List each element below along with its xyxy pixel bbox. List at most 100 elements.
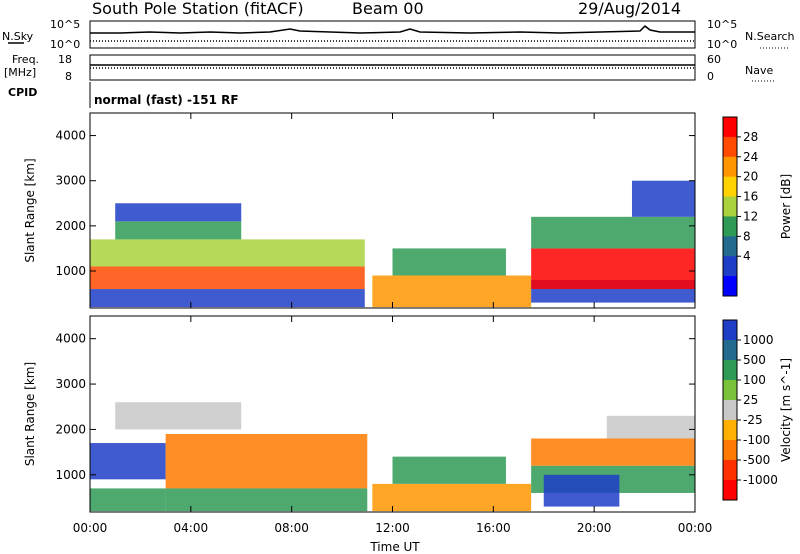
- power-region-3: [115, 221, 242, 240]
- noise-panel: N.Sky 10^5 10^0 10^5 10^0 N.Search: [2, 18, 795, 51]
- power-region-9: [531, 216, 695, 249]
- velocity-data: [90, 402, 695, 512]
- velocity-colorbar-seg-1: [723, 340, 737, 361]
- freq-label: Freq.: [12, 53, 39, 66]
- power-region-0: [90, 289, 365, 308]
- x-axis-label: Time UT: [369, 540, 420, 554]
- power-region-4: [115, 203, 242, 222]
- nave-bottom-tick: 0: [707, 70, 714, 83]
- velocity-colorbar-label-2: 100: [743, 373, 766, 387]
- velocity-colorbar-seg-5: [723, 420, 737, 441]
- power-colorbar-label-6: 4: [743, 249, 751, 263]
- velocity-colorbar-seg-6: [723, 440, 737, 461]
- beam-title: Beam 00: [352, 0, 424, 18]
- power-ytick-label-2000: 2000: [55, 219, 86, 233]
- cpid-label: CPID: [8, 86, 37, 99]
- power-colorbar-seg-8: [723, 276, 737, 297]
- freq-top-tick: 18: [58, 53, 72, 66]
- velocity-region-1: [90, 443, 166, 480]
- power-colorbar-label-3: 16: [743, 190, 758, 204]
- velocity-colorbar-frame: [722, 319, 738, 501]
- velocity-ytick-label-2000: 2000: [55, 422, 86, 436]
- power-ytick-label-3000: 3000: [55, 174, 86, 188]
- power-data: [90, 180, 695, 308]
- velocity-colorbar-label-0: 1000: [743, 333, 774, 347]
- freq-panel: Freq. [MHz] 18 8 60 0 Nave: [4, 53, 775, 83]
- velocity-colorbar-seg-3: [723, 380, 737, 401]
- velocity-ytick-label-3000: 3000: [55, 377, 86, 391]
- velocity-ytick-label-1000: 1000: [55, 468, 86, 482]
- power-region-10: [631, 180, 695, 217]
- power-colorbar-seg-3: [723, 176, 737, 198]
- log-top-right: 10^5: [707, 18, 737, 31]
- freq-bottom-tick: 8: [65, 70, 72, 83]
- velocity-region-8: [543, 474, 620, 507]
- velocity-panel: 1000 2000 3000 4000 Slant Range [km] 1000 500 1…: [23, 315, 793, 513]
- velocity-colorbar-label-5: -100: [743, 433, 770, 447]
- power-colorbar-label-0: 28: [743, 130, 758, 144]
- velocity-colorbar-seg-7: [723, 460, 737, 481]
- x-tick-label-3: 12:00: [375, 521, 410, 535]
- power-colorbar-seg-5: [723, 216, 737, 237]
- power-region-1: [90, 266, 365, 290]
- nsearch-label: N.Search: [745, 30, 795, 43]
- velocity-colorbar-label-4: -25: [743, 413, 763, 427]
- power-colorbar-seg-1: [723, 136, 737, 158]
- power-ylabel: Slant Range [km]: [23, 158, 37, 262]
- x-tick-label-0: 00:00: [73, 521, 108, 535]
- power-colorbar-label-2: 20: [743, 170, 758, 184]
- velocity-region-5: [372, 483, 532, 512]
- velocity-colorbar-label-6: -500: [743, 453, 770, 467]
- power-colorbar-seg-2: [723, 156, 737, 178]
- velocity-region-4: [165, 488, 368, 512]
- velocity-colorbar-label-7: -1000: [743, 473, 778, 487]
- velocity-ytick-label-4000: 4000: [55, 332, 86, 346]
- velocity-region-9: [531, 438, 695, 466]
- log-bottom-left: 10^0: [50, 38, 80, 51]
- velocity-colorbar-seg-2: [723, 360, 737, 381]
- nsky-label: N.Sky: [2, 30, 34, 43]
- power-region-6: [392, 248, 506, 276]
- x-tick-label-1: 04:00: [174, 521, 209, 535]
- power-colorbar-seg-0: [723, 117, 737, 138]
- velocity-ylabel: Slant Range [km]: [23, 362, 37, 466]
- power-colorbar-title: Power [dB]: [779, 174, 793, 239]
- velocity-colorbar-seg-0: [723, 320, 737, 341]
- log-bottom-right: 10^0: [707, 38, 737, 51]
- velocity-region-0: [90, 488, 166, 512]
- nave-label: Nave: [745, 64, 773, 77]
- velocity-colorbar-label-3: 25: [743, 393, 758, 407]
- velocity-region-3: [165, 433, 368, 489]
- date-title: 29/Aug/2014: [578, 0, 681, 18]
- power-region-5: [372, 275, 532, 308]
- velocity-colorbar-seg-8: [723, 480, 737, 501]
- velocity-colorbar-seg-4: [723, 400, 737, 421]
- power-colorbar-label-5: 8: [743, 229, 751, 243]
- cpid-text: normal (fast) -151 RF: [94, 93, 239, 107]
- freq-unit-label: [MHz]: [4, 66, 36, 79]
- velocity-colorbar-label-1: 500: [743, 353, 766, 367]
- power-colorbar-label-4: 12: [743, 209, 758, 223]
- power-colorbar-seg-6: [723, 236, 737, 257]
- cpid-row: CPID normal (fast) -151 RF: [8, 82, 239, 108]
- x-tick-label-5: 20:00: [577, 521, 612, 535]
- power-colorbar-frame: [722, 116, 738, 297]
- nave-top-tick: 60: [707, 53, 721, 66]
- velocity-region-2: [115, 402, 242, 430]
- power-colorbar-seg-4: [723, 196, 737, 217]
- power-ytick-label-4000: 4000: [55, 129, 86, 143]
- log-top-left: 10^5: [50, 18, 80, 31]
- velocity-colorbar-title: Velocity [m s^-1]: [779, 358, 793, 462]
- power-region-8: [531, 248, 695, 290]
- x-tick-label-2: 08:00: [274, 521, 309, 535]
- x-tick-label-4: 16:00: [476, 521, 511, 535]
- nsky-trace: [90, 24, 695, 34]
- x-tick-label-6: 00:00: [678, 521, 713, 535]
- power-panel: 1000 2000 3000 4000 Slant Range [km] 28 24 20 16…: [23, 112, 793, 309]
- power-colorbar-label-1: 24: [743, 150, 758, 164]
- velocity-region-6: [392, 456, 506, 484]
- station-title: South Pole Station (fitACF): [92, 0, 304, 18]
- velocity-region-10: [606, 415, 695, 439]
- power-ytick-label-1000: 1000: [55, 264, 86, 278]
